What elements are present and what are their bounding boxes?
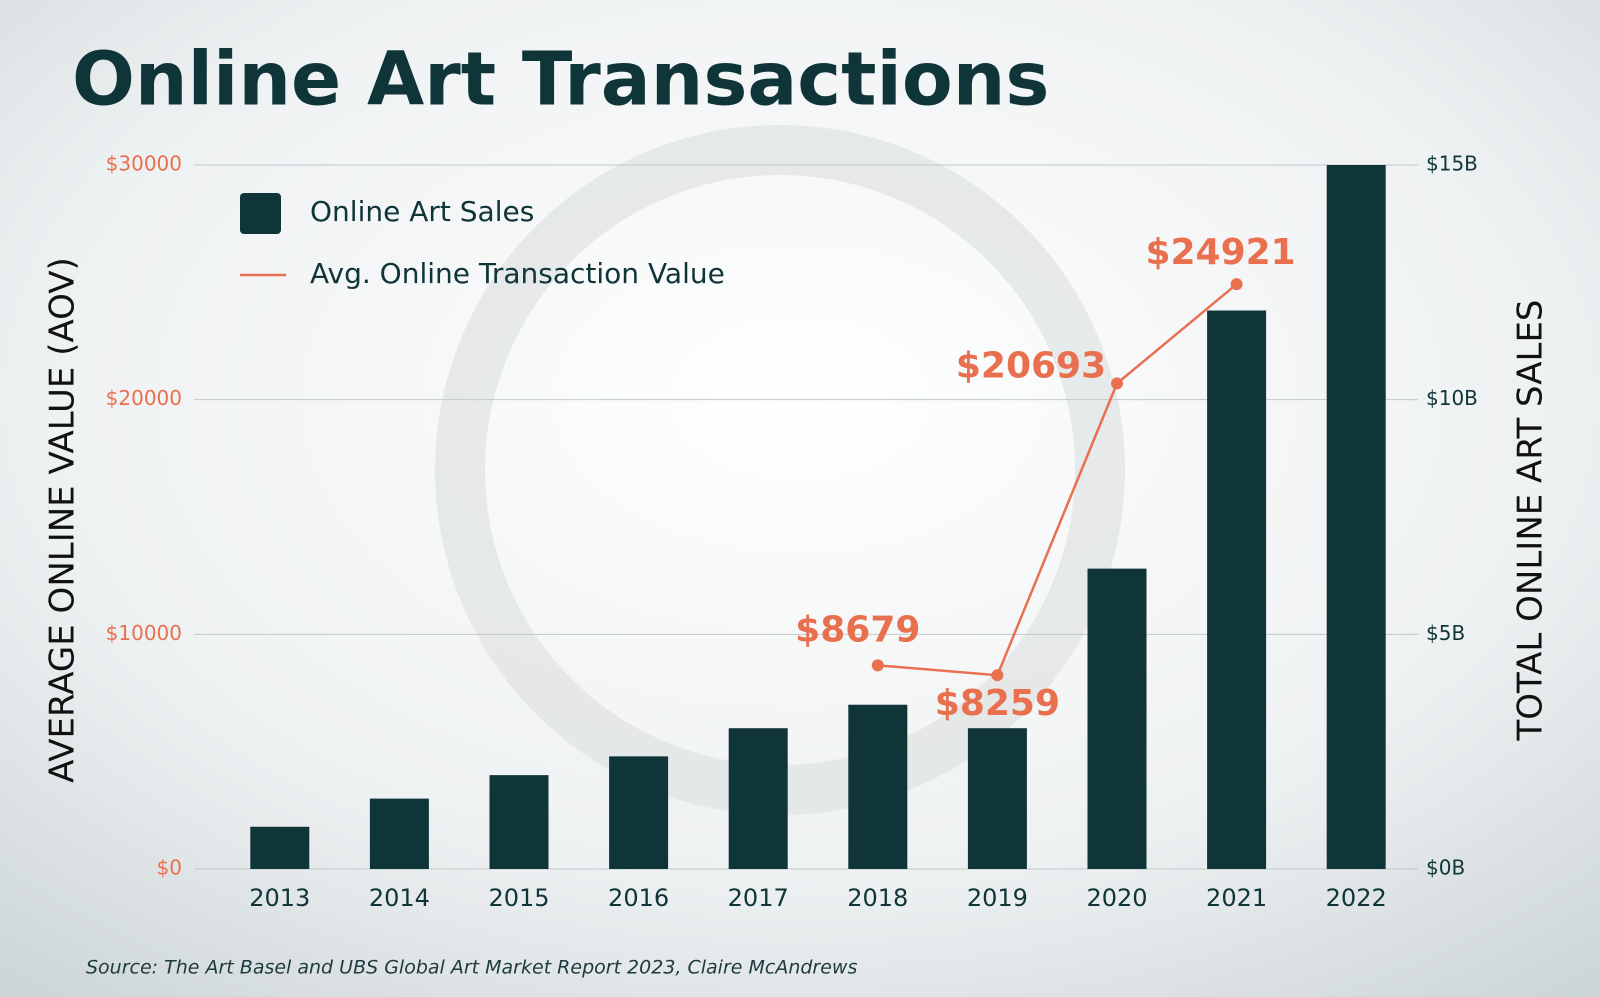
source-note: Source: The Art Basel and UBS Global Art… [86, 957, 857, 979]
chart-title: Online Art Transactions [72, 37, 1049, 123]
bar [1087, 568, 1147, 869]
y-axis-label: AVERAGE ONLINE VALUE (AOV) [43, 257, 83, 783]
y-tick-label: $20000 [106, 386, 182, 410]
bar [728, 728, 788, 869]
legend-swatch [240, 193, 281, 234]
bar [369, 798, 429, 869]
line-point [1230, 278, 1243, 291]
line [877, 283, 1238, 677]
y-tick-label: $10000 [106, 621, 182, 645]
y-tick-label: $30000 [106, 152, 182, 176]
x-tick-label: 2022 [1326, 884, 1387, 912]
legend-label: Online Art Sales [310, 195, 534, 228]
x-tick-label: 2018 [847, 884, 908, 912]
x-tick-label: 2015 [488, 884, 549, 912]
bar [848, 704, 908, 869]
legend-label: Avg. Online Transaction Value [310, 257, 725, 290]
x-tick-label: 2013 [249, 884, 310, 912]
x-tick-label: 2017 [728, 884, 789, 912]
data-label: $8679 [795, 609, 920, 650]
x-tick-label: 2020 [1086, 884, 1147, 912]
bar [250, 826, 310, 869]
y2-tick-label: $0B [1426, 856, 1465, 880]
line-point [991, 669, 1004, 682]
x-tick-label: 2021 [1206, 884, 1267, 912]
data-label: $20693 [956, 345, 1106, 386]
data-label: $24921 [1145, 232, 1295, 273]
y2-tick-label: $15B [1426, 152, 1478, 176]
x-tick-label: 2019 [967, 884, 1028, 912]
bar [489, 775, 549, 869]
x-tick-label: 2016 [608, 884, 669, 912]
y2-axis-label: TOTAL ONLINE ART SALES [1511, 299, 1551, 741]
line-point [871, 659, 884, 672]
line-point [1111, 377, 1123, 390]
data-label: $8259 [935, 683, 1060, 724]
y2-tick-label: $10B [1426, 386, 1478, 410]
y2-tick-label: $5B [1426, 621, 1465, 645]
bar [967, 728, 1027, 869]
bar [609, 756, 669, 869]
y-tick-label: $0 [157, 856, 182, 880]
bar [1326, 165, 1386, 869]
x-tick-label: 2014 [369, 884, 430, 912]
bar [1207, 310, 1267, 869]
